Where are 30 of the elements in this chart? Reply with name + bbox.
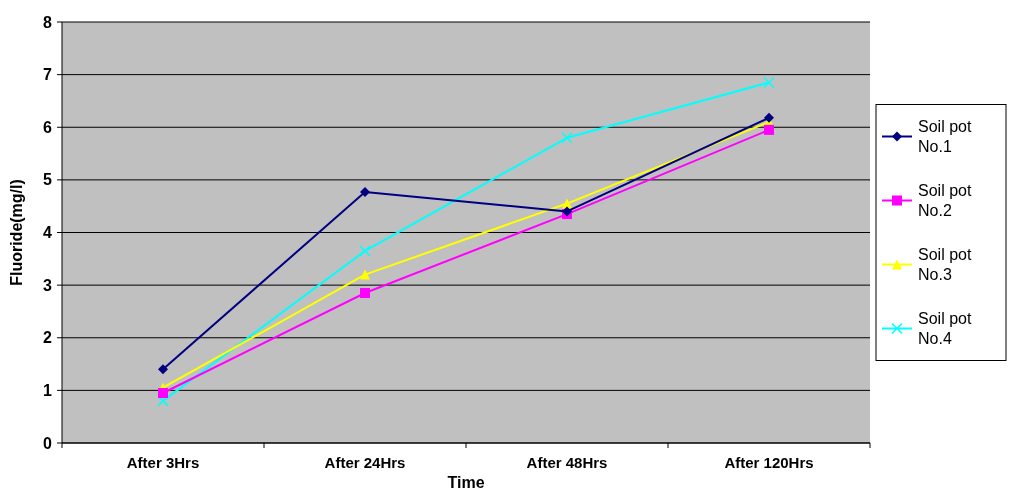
y-tick-label: 5 (43, 171, 53, 189)
x-tick-label: After 120Hrs (724, 454, 814, 472)
legend-label: Soil pot No.2 (918, 182, 972, 220)
point (561, 132, 573, 144)
y-tick-label: 2 (43, 329, 53, 347)
point (158, 364, 168, 375)
x-tick-label: After 24Hrs (324, 454, 406, 472)
point (360, 186, 370, 197)
point (763, 76, 775, 89)
point (360, 288, 370, 299)
point (157, 395, 169, 407)
x-axis-title: Time (447, 474, 485, 491)
y-axis-title: Fluoride(mg/l) (8, 179, 25, 286)
y-tick-label: 8 (43, 13, 53, 31)
y-tick-label: 7 (43, 66, 53, 84)
y-tick-label: 3 (43, 276, 53, 294)
legend-label: Soil pot No.1 (918, 118, 972, 156)
y-tick-label: 4 (43, 224, 53, 242)
y-tick-label: 0 (43, 434, 53, 452)
legend-label: Soil pot No.3 (918, 246, 972, 284)
y-tick-label: 6 (43, 118, 53, 136)
x-tick-label: After 3Hrs (126, 454, 200, 472)
y-tick-label: 1 (43, 381, 53, 399)
point (359, 245, 371, 257)
point (764, 124, 774, 135)
point (360, 269, 370, 280)
point (158, 388, 168, 399)
point (764, 112, 774, 123)
legend-label: Soil pot No.4 (918, 310, 972, 348)
x-tick-label: After 48Hrs (526, 454, 608, 472)
